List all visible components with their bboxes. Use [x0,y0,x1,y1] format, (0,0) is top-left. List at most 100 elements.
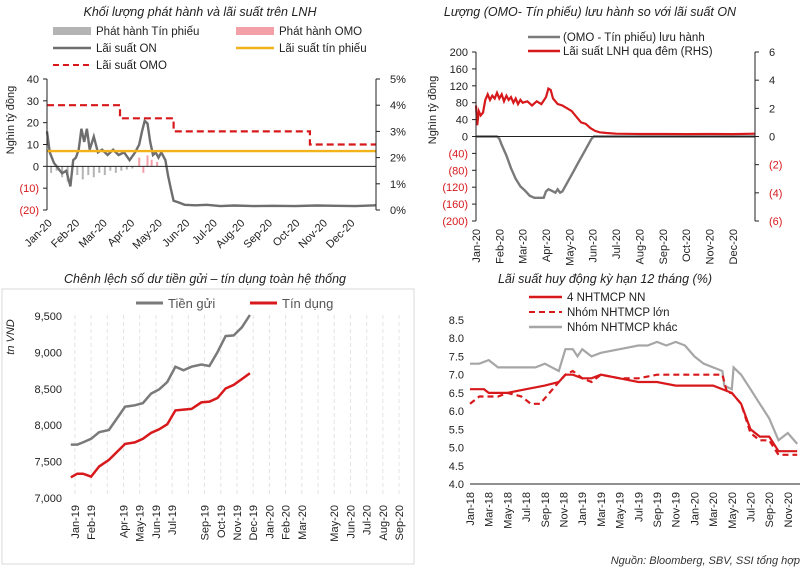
chart-1-title: Khối lượng phát hành và lãi suất trên LN… [84,5,318,19]
c1-bar-ph-t-h-nh-t-n-phi-u [55,166,58,171]
c3-xtick: Mar-20 [297,505,309,540]
c1-bar-ph-t-h-nh-t-n-phi-u [125,166,128,170]
chart-3-legend: Tiền gửi Tín dụng [136,296,333,311]
c4-xtick: Nov-20 [783,492,795,527]
c3-ytick: 7,000 [34,493,62,505]
legend-label-other-banks: Nhóm NHTMCP khác [567,322,678,334]
c2-xtick: May-20 [564,229,576,266]
c1-xtick: Dec-20 [324,217,358,251]
c4-line-nh-m-nhtmcp-l-n [469,369,798,456]
c4-xtick: Sep-18 [540,492,552,527]
c3-xtick: Jan-19 [70,505,82,539]
c2-ytick-left: 160 [450,64,468,76]
c2-xtick: Oct-20 [681,229,693,262]
c2-ytick-left: (80) [448,165,468,177]
c3-xtick: Jan-20 [264,505,276,539]
c3-line-t-n-d-ng [70,372,251,479]
c4-xtick: Sep-20 [764,492,776,527]
c2-line-overnight-rate [474,86,756,136]
chart-1-legend: Phát hành Tín phiếu Phát hành OMO Lãi su… [53,26,367,72]
c1-bar-ph-t-h-nh-t-n-phi-u [76,166,79,176]
c2-ytick-right: 0 [769,132,775,144]
c3-xtick: Aug-20 [378,505,390,540]
c1-bar-ph-t-h-nh-t-n-phi-u [109,166,112,171]
c2-ytick-right: (2) [769,160,782,172]
c2-xtick: Apr-20 [541,229,553,262]
chart-12m-deposit-rate: Lãi suất huy động kỳ hạn 12 tháng (%) 4 … [449,272,800,529]
c1-xtick: Jun-20 [160,217,192,249]
c2-xtick: Aug-20 [634,229,646,264]
chart-2-legend: (OMO - Tín phiếu) lưu hành Lãi suất LNH … [528,32,713,58]
c1-xtick: May-20 [130,217,164,251]
c1-ytick-right: 3% [390,126,406,138]
c1-xtick: Nov-20 [297,217,331,251]
c3-ytick: 9,500 [34,311,62,323]
c1-bar-ph-t-h-nh-omo [146,155,149,167]
c4-xtick: Jan-18 [465,492,477,526]
c2-xtick: Jun-20 [588,229,600,263]
c2-ytick-left: (120) [442,182,468,194]
c1-bar-ph-t-h-nh-t-n-phi-u [50,166,53,173]
c3-line-ti-n-g-i [70,314,251,446]
c4-ytick: 6.0 [449,406,464,418]
c1-ytick-right: 5% [390,74,406,86]
c4-ytick: 4.5 [449,461,464,473]
chart-deposit-credit-gap: Chênh lệch số dư tiền gửi – tín dụng toà… [1,272,415,565]
c4-xtick: Mar-19 [596,492,608,527]
c1-xtick: Jan-20 [23,217,55,249]
c3-xtick: Apr-19 [118,505,130,538]
c3-xtick: Sep-19 [200,505,212,540]
c3-ytick: 7,500 [34,457,62,469]
c1-bar-ph-t-h-nh-omo [138,157,141,167]
c3-xtick: Oct-19 [216,505,228,538]
c3-xtick: Jul-19 [167,505,179,535]
chart-4-legend: 4 NHTMCP NN Nhóm NHTMCP lớn Nhóm NHTMCP … [529,292,678,334]
c2-ytick-left: 200 [450,47,468,59]
c4-ytick: 8.5 [449,315,464,327]
c3-xtick: Feb-20 [281,505,293,540]
c3-xtick: Feb-19 [86,505,98,540]
legend-label-omo: Phát hành OMO [279,26,362,38]
c4-ytick: 5.0 [449,443,464,455]
c1-xtick: Aug-20 [214,217,248,251]
legend-swatch-tinphieu [53,27,91,35]
chart-4-title: Lãi suất huy động kỳ hạn 12 tháng (%) [498,272,712,286]
c2-xtick: Feb-20 [494,229,506,264]
c2-ytick-right: 2 [769,103,775,115]
c4-ytick: 7.5 [449,351,464,363]
c1-ytick-right: 0% [390,205,406,217]
c4-line-nh-m-nhtmcp-kh-c [470,340,799,445]
c1-ytick-right: 1% [390,179,406,191]
c3-ytick: 8,000 [34,420,62,432]
c2-ytick-left: (160) [442,199,468,211]
c4-xtick: May-19 [615,492,627,529]
c4-xtick: Jul-20 [745,492,757,522]
chart-3-title: Chênh lệch số dư tiền gửi – tín dụng toà… [64,272,346,286]
c2-xtick: Sep-20 [658,229,670,264]
c3-xtick: Jun-20 [345,505,357,539]
c4-xtick: Sep-19 [652,492,664,527]
legend-label-large-banks: Nhóm NHTMCP lớn [567,307,670,319]
c1-bar-ph-t-h-nh-t-n-phi-u [98,166,101,173]
c4-xtick: Jan-20 [689,492,701,526]
c4-xtick: Jul-19 [633,492,645,522]
chart-3-frame [1,288,415,565]
c4-ytick: 8.0 [449,333,464,345]
c2-ytick-right: (4) [769,188,782,200]
c3-xtick: May-20 [329,505,341,542]
c1-ytick-left: 30 [27,96,39,108]
chart-2-ylabel: Nghìn tỷ đồng [427,76,439,145]
c1-bar-ph-t-h-nh-t-n-phi-u [87,166,90,176]
legend-label-tinphieu: Phát hành Tín phiếu [96,26,199,38]
c4-xtick: Mar-18 [484,492,496,527]
legend-label-state-banks: 4 NHTMCP NN [567,292,645,304]
c1-ytick-left: 0 [33,161,39,173]
c1-xtick: Sep-20 [241,217,275,251]
c4-line-4-nhtmcp-nn [470,373,798,453]
c2-ytick-left: 80 [456,98,468,110]
c4-xtick: Nov-19 [671,492,683,527]
c3-xtick: Jul-20 [362,505,374,535]
c1-ytick-left: 10 [27,140,39,152]
chart-omo-vs-on-rate: Lượng (OMO- Tín phiếu) lưu hành so với l… [427,5,782,266]
